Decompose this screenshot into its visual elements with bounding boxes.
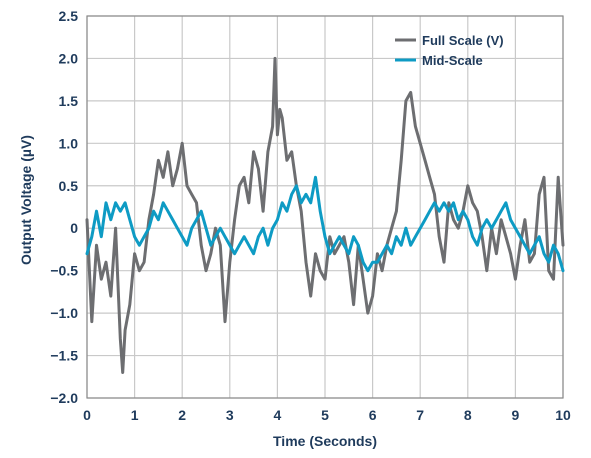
- x-tick-label: 1: [131, 407, 139, 423]
- x-tick-label: 2: [178, 407, 186, 423]
- y-axis-title: Output Voltage (µV): [18, 135, 34, 265]
- y-tick-label: 1.0: [59, 135, 79, 151]
- y-tick-label: 0.5: [59, 178, 79, 194]
- legend-label: Full Scale (V): [422, 33, 504, 48]
- y-tick-label: 0: [70, 220, 78, 236]
- plot-frame: [86, 15, 564, 399]
- y-tick-label: −1.5: [50, 348, 78, 364]
- x-tick-label: 7: [416, 407, 424, 423]
- series-line-mid-scale: [85, 175, 565, 273]
- x-tick-label: 10: [555, 407, 571, 423]
- x-tick-label: 8: [464, 407, 472, 423]
- plot-border: [86, 15, 564, 399]
- y-tick-label: 2.5: [59, 8, 79, 24]
- x-axis-tick-labels: 0 1 2 3 4 5 6 7 8 9 10: [83, 407, 571, 423]
- y-tick-label: −2.0: [50, 390, 78, 406]
- x-tick-label: 5: [321, 407, 329, 423]
- x-tick-label: 0: [83, 407, 91, 423]
- x-tick-label: 3: [226, 407, 234, 423]
- x-tick-label: 4: [274, 407, 282, 423]
- x-tick-label: 9: [512, 407, 520, 423]
- grid: [86, 15, 564, 399]
- y-tick-label: 2.0: [59, 50, 79, 66]
- y-tick-label: −1.0: [50, 305, 78, 321]
- y-tick-label: −0.5: [50, 263, 78, 279]
- y-axis-tick-labels: 2.5 2.0 1.5 1.0 0.5 0 −0.5 −1.0 −1.5 −2.0: [50, 8, 78, 406]
- x-axis-title: Time (Seconds): [273, 433, 377, 449]
- y-tick-label: 1.5: [59, 93, 79, 109]
- legend-label: Mid-Scale: [422, 53, 483, 68]
- legend: Full Scale (V) Mid-Scale: [395, 33, 504, 68]
- series-layer: [85, 56, 565, 374]
- x-tick-label: 6: [369, 407, 377, 423]
